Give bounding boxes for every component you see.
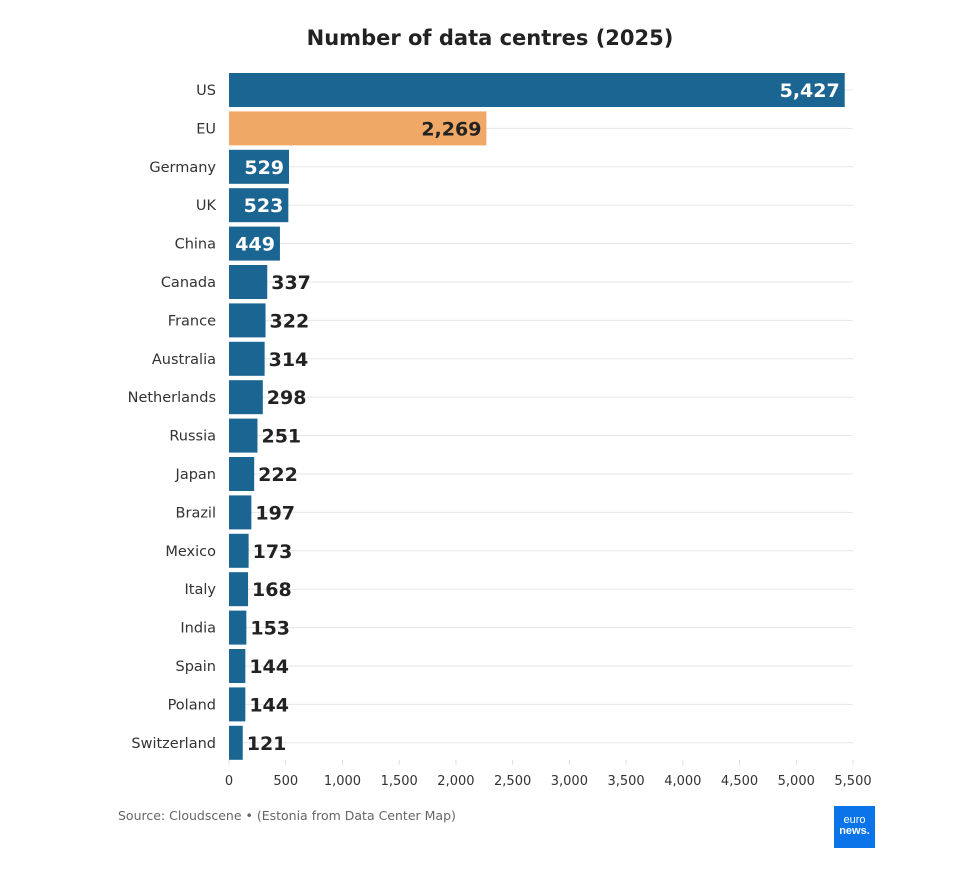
category-label: Australia bbox=[152, 352, 216, 368]
bar bbox=[229, 303, 266, 338]
category-label: Brazil bbox=[176, 505, 216, 521]
data-label: 173 bbox=[253, 541, 293, 563]
bar bbox=[229, 649, 246, 683]
euronews-logo: euro news. bbox=[834, 806, 875, 848]
x-tick-label: 4,000 bbox=[664, 774, 701, 789]
data-label: 153 bbox=[250, 618, 290, 640]
x-tick-label: 4,500 bbox=[721, 774, 758, 789]
category-label: Mexico bbox=[165, 544, 216, 560]
x-tick-label: 5,000 bbox=[778, 774, 815, 789]
category-label: Canada bbox=[161, 275, 216, 291]
bar bbox=[229, 725, 243, 760]
category-label: Japan bbox=[175, 467, 216, 483]
logo-line1: euro bbox=[843, 814, 866, 826]
bar bbox=[229, 341, 265, 376]
data-label: 529 bbox=[244, 157, 284, 179]
bar bbox=[229, 111, 487, 146]
category-label: Netherlands bbox=[128, 390, 216, 406]
bar bbox=[229, 188, 289, 223]
bar bbox=[229, 687, 246, 722]
bar bbox=[229, 149, 290, 184]
data-label: 5,427 bbox=[780, 80, 840, 102]
category-label: UK bbox=[196, 198, 217, 214]
x-tick-label: 5,500 bbox=[834, 774, 871, 789]
source-note: Source: Cloudscene • (Estonia from Data … bbox=[118, 808, 456, 823]
data-label: 144 bbox=[249, 694, 289, 716]
x-tick-label: 2,500 bbox=[494, 774, 531, 789]
bar bbox=[229, 572, 249, 607]
data-label: 449 bbox=[235, 234, 275, 256]
bar bbox=[229, 73, 845, 107]
bar bbox=[229, 610, 247, 645]
x-tick-label: 1,500 bbox=[381, 774, 418, 789]
category-label: Poland bbox=[168, 697, 216, 713]
x-tick-label: 0 bbox=[225, 774, 233, 789]
category-label: China bbox=[175, 237, 216, 253]
data-label: 121 bbox=[247, 733, 287, 755]
category-label: Spain bbox=[175, 659, 216, 675]
x-tick-label: 500 bbox=[273, 774, 298, 789]
data-label: 144 bbox=[249, 656, 289, 678]
data-label: 251 bbox=[261, 426, 301, 448]
bar bbox=[229, 457, 255, 491]
bar bbox=[229, 226, 280, 261]
data-label: 168 bbox=[252, 579, 292, 601]
category-label: Switzerland bbox=[131, 736, 216, 752]
bar bbox=[229, 495, 252, 530]
category-label: Russia bbox=[169, 429, 216, 445]
data-label: 314 bbox=[269, 349, 309, 371]
x-tick-label: 3,500 bbox=[607, 774, 644, 789]
category-label: France bbox=[168, 313, 216, 329]
data-label: 2,269 bbox=[421, 118, 481, 140]
category-label: Italy bbox=[185, 582, 217, 598]
bar bbox=[229, 380, 263, 415]
data-label: 197 bbox=[255, 502, 295, 524]
chart-title: Number of data centres (2025) bbox=[306, 26, 674, 50]
bar bbox=[229, 265, 268, 299]
data-label: 222 bbox=[258, 464, 298, 486]
category-label: Germany bbox=[149, 160, 216, 176]
category-label: EU bbox=[196, 121, 216, 137]
data-label: 523 bbox=[244, 195, 284, 217]
x-tick-label: 1,000 bbox=[324, 774, 361, 789]
x-tick-label: 3,000 bbox=[551, 774, 588, 789]
x-tick-label: 2,000 bbox=[437, 774, 474, 789]
data-label: 322 bbox=[270, 310, 310, 332]
category-label: US bbox=[196, 83, 216, 99]
bar bbox=[229, 533, 249, 568]
bar bbox=[229, 418, 258, 453]
data-label: 337 bbox=[271, 272, 311, 294]
data-label: 298 bbox=[267, 387, 307, 409]
category-label: India bbox=[180, 621, 216, 637]
logo-line2: news. bbox=[839, 825, 870, 837]
